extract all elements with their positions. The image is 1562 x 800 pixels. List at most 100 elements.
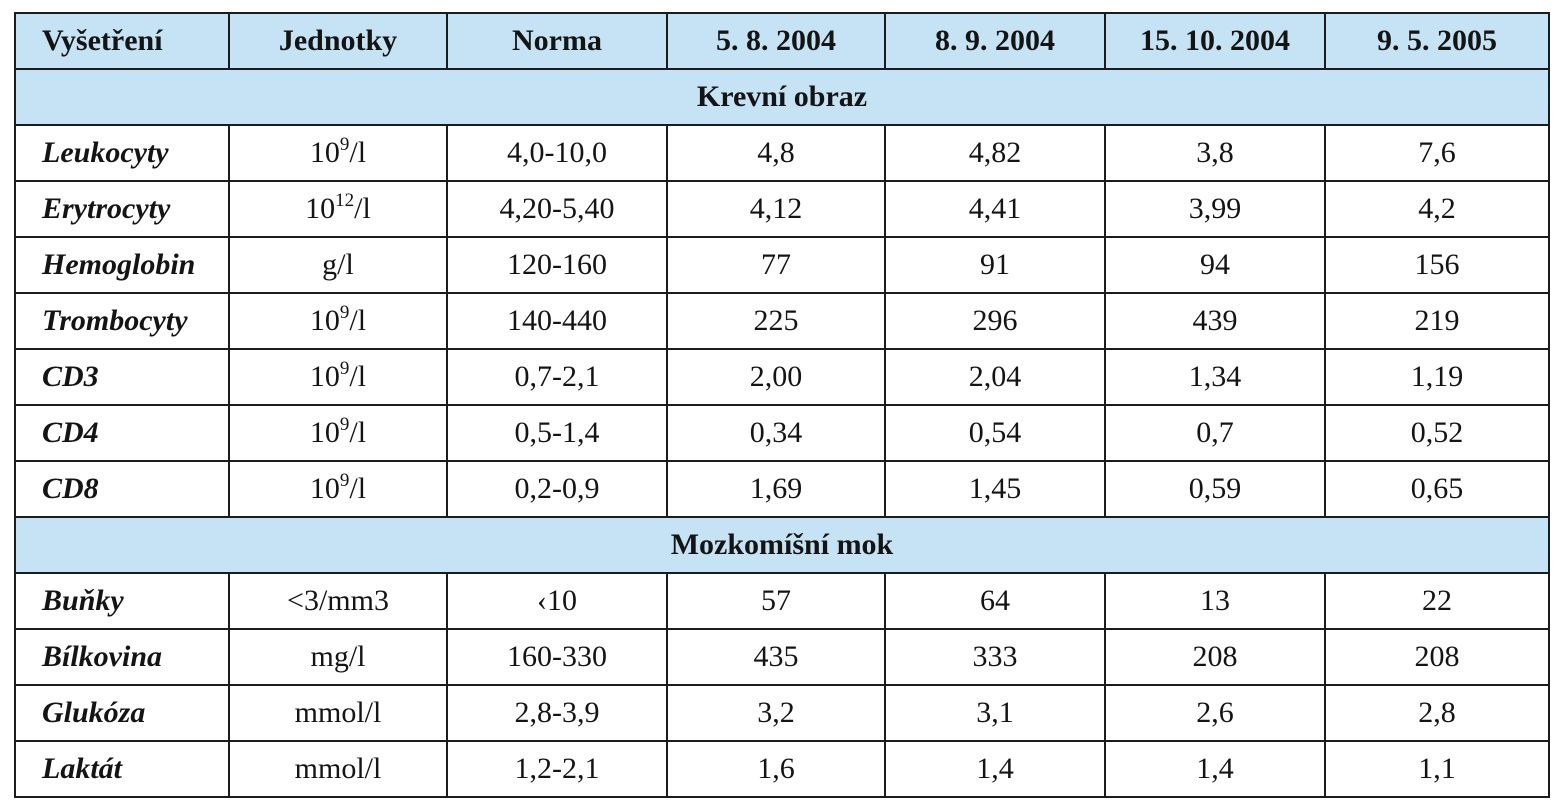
unit-suffix: /l bbox=[349, 416, 367, 449]
table-row: Leukocyty 109/l 4,0-10,0 4,8 4,82 3,8 7,6 bbox=[14, 124, 1550, 182]
section-title: Krevní obraz bbox=[14, 68, 1550, 126]
row-unit: 109/l bbox=[228, 348, 448, 406]
row-value: 64 bbox=[884, 572, 1106, 630]
header-date: 15. 10. 2004 bbox=[1104, 12, 1326, 70]
row-value: 1,45 bbox=[884, 460, 1106, 518]
unit-suffix: /l bbox=[349, 472, 367, 505]
row-value: 4,41 bbox=[884, 180, 1106, 238]
row-value: 225 bbox=[666, 292, 886, 350]
row-norm: 0,5-1,4 bbox=[446, 404, 668, 462]
unit-base: 10 bbox=[309, 304, 340, 337]
row-value: 94 bbox=[1104, 236, 1326, 294]
row-value: 0,65 bbox=[1324, 460, 1550, 518]
unit-base: 10 bbox=[309, 136, 340, 169]
unit-exponent: 9 bbox=[339, 302, 350, 323]
row-value: 1,4 bbox=[1104, 740, 1326, 798]
row-norm: 140-440 bbox=[446, 292, 668, 350]
row-unit: 109/l bbox=[228, 292, 448, 350]
row-name: Erytrocyty bbox=[14, 180, 230, 238]
unit-exponent: 9 bbox=[339, 414, 350, 435]
row-name: Bílkovina bbox=[14, 628, 230, 686]
header-date: 5. 8. 2004 bbox=[666, 12, 886, 70]
row-value: 0,34 bbox=[666, 404, 886, 462]
row-name: Leukocyty bbox=[14, 124, 230, 182]
unit-exponent: 9 bbox=[339, 470, 350, 491]
row-value: 1,69 bbox=[666, 460, 886, 518]
row-value: 3,8 bbox=[1104, 124, 1326, 182]
row-value: 2,8 bbox=[1324, 684, 1550, 742]
header-date: 9. 5. 2005 bbox=[1324, 12, 1550, 70]
row-norm: 0,7-2,1 bbox=[446, 348, 668, 406]
row-norm: 4,0-10,0 bbox=[446, 124, 668, 182]
row-norm: 1,2-2,1 bbox=[446, 740, 668, 798]
unit-base: mmol/l bbox=[294, 696, 382, 729]
row-value: 13 bbox=[1104, 572, 1326, 630]
row-name: Hemoglobin bbox=[14, 236, 230, 294]
table-row: Erytrocyty 1012/l 4,20-5,40 4,12 4,41 3,99 4,2 bbox=[14, 180, 1550, 238]
row-value: 1,19 bbox=[1324, 348, 1550, 406]
row-value: 2,00 bbox=[666, 348, 886, 406]
row-name: Buňky bbox=[14, 572, 230, 630]
lab-results-table: Vyšetření Jednotky Norma 5. 8. 2004 8. 9… bbox=[14, 12, 1550, 798]
unit-base: mg/l bbox=[310, 640, 366, 673]
row-unit: 1012/l bbox=[228, 180, 448, 238]
row-value: 1,1 bbox=[1324, 740, 1550, 798]
row-value: 7,6 bbox=[1324, 124, 1550, 182]
unit-base: g/l bbox=[322, 248, 354, 281]
row-value: 4,82 bbox=[884, 124, 1106, 182]
row-value: 1,6 bbox=[666, 740, 886, 798]
unit-base: <3/mm3 bbox=[287, 584, 389, 617]
row-value: 333 bbox=[884, 628, 1106, 686]
unit-base: 10 bbox=[309, 416, 340, 449]
row-unit: g/l bbox=[228, 236, 448, 294]
unit-base: 10 bbox=[309, 472, 340, 505]
row-unit: 109/l bbox=[228, 124, 448, 182]
row-unit: mg/l bbox=[228, 628, 448, 686]
row-norm: 0,2-0,9 bbox=[446, 460, 668, 518]
row-name: Glukóza bbox=[14, 684, 230, 742]
row-value: 4,2 bbox=[1324, 180, 1550, 238]
row-value: 1,34 bbox=[1104, 348, 1326, 406]
row-name: Laktát bbox=[14, 740, 230, 798]
row-name: CD4 bbox=[14, 404, 230, 462]
row-norm: ‹10 bbox=[446, 572, 668, 630]
row-value: 296 bbox=[884, 292, 1106, 350]
row-unit: <3/mm3 bbox=[228, 572, 448, 630]
header-jednotky: Jednotky bbox=[228, 12, 448, 70]
row-value: 77 bbox=[666, 236, 886, 294]
table-row: Buňky <3/mm3 ‹10 57 64 13 22 bbox=[14, 572, 1550, 630]
row-value: 208 bbox=[1324, 628, 1550, 686]
unit-exponent: 9 bbox=[339, 134, 350, 155]
row-value: 0,7 bbox=[1104, 404, 1326, 462]
table-row: Bílkovina mg/l 160-330 435 333 208 208 bbox=[14, 628, 1550, 686]
row-unit: mmol/l bbox=[228, 684, 448, 742]
row-value: 2,04 bbox=[884, 348, 1106, 406]
section-row: Mozkomíšní mok bbox=[14, 516, 1550, 574]
row-value: 3,2 bbox=[666, 684, 886, 742]
row-name: Trombocyty bbox=[14, 292, 230, 350]
unit-suffix: /l bbox=[349, 360, 367, 393]
section-row: Krevní obraz bbox=[14, 68, 1550, 126]
row-value: 0,59 bbox=[1104, 460, 1326, 518]
row-value: 2,6 bbox=[1104, 684, 1326, 742]
table-row: Laktát mmol/l 1,2-2,1 1,6 1,4 1,4 1,1 bbox=[14, 740, 1550, 798]
table-row: CD4 109/l 0,5-1,4 0,34 0,54 0,7 0,52 bbox=[14, 404, 1550, 462]
row-name: CD3 bbox=[14, 348, 230, 406]
row-value: 91 bbox=[884, 236, 1106, 294]
header-vysetreni: Vyšetření bbox=[14, 12, 230, 70]
row-value: 219 bbox=[1324, 292, 1550, 350]
row-value: 4,12 bbox=[666, 180, 886, 238]
row-value: 435 bbox=[666, 628, 886, 686]
table-row: CD8 109/l 0,2-0,9 1,69 1,45 0,59 0,65 bbox=[14, 460, 1550, 518]
table-row: Trombocyty 109/l 140-440 225 296 439 219 bbox=[14, 292, 1550, 350]
row-norm: 120-160 bbox=[446, 236, 668, 294]
row-unit: 109/l bbox=[228, 404, 448, 462]
row-value: 22 bbox=[1324, 572, 1550, 630]
row-value: 3,99 bbox=[1104, 180, 1326, 238]
row-norm: 4,20-5,40 bbox=[446, 180, 668, 238]
row-unit: 109/l bbox=[228, 460, 448, 518]
table-body: Krevní obraz Leukocyty 109/l 4,0-10,0 4,8 4,8… bbox=[14, 68, 1550, 798]
header-norma: Norma bbox=[446, 12, 668, 70]
unit-suffix: /l bbox=[354, 192, 371, 225]
row-value: 4,8 bbox=[666, 124, 886, 182]
